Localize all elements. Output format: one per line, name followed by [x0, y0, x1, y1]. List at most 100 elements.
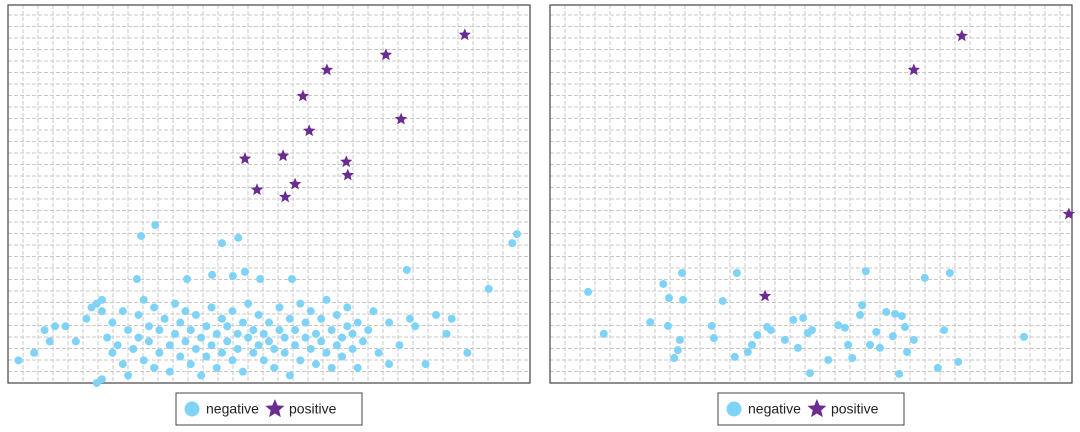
- point: [364, 326, 373, 335]
- point: [840, 323, 849, 332]
- point: [124, 326, 133, 335]
- point: [663, 321, 672, 330]
- point: [732, 269, 741, 278]
- point: [296, 356, 305, 365]
- point: [484, 284, 493, 293]
- point: [45, 337, 54, 346]
- point: [718, 296, 727, 305]
- point: [707, 321, 716, 330]
- point: [244, 299, 253, 308]
- point: [311, 360, 320, 369]
- point: [233, 344, 242, 353]
- point: [748, 340, 757, 349]
- point: [338, 352, 347, 361]
- point: [799, 313, 808, 322]
- point: [238, 367, 247, 376]
- point: [132, 275, 141, 284]
- point: [385, 360, 394, 369]
- star-point: [340, 155, 353, 168]
- point: [673, 346, 682, 355]
- point: [369, 307, 378, 316]
- point: [50, 322, 59, 331]
- point: [945, 269, 954, 278]
- point: [137, 231, 146, 240]
- point: [793, 343, 802, 352]
- point: [134, 333, 143, 342]
- point: [348, 329, 357, 338]
- point: [882, 307, 891, 316]
- star-point: [758, 289, 772, 302]
- point: [275, 303, 284, 312]
- star-point: [379, 48, 393, 61]
- plot-frame: [549, 4, 1073, 384]
- point: [254, 341, 263, 350]
- legend-marker: [807, 399, 827, 418]
- point: [249, 348, 258, 357]
- star-point: [276, 149, 290, 162]
- point: [97, 295, 106, 304]
- point: [118, 307, 127, 316]
- point: [296, 299, 305, 308]
- point: [730, 352, 739, 361]
- point: [108, 348, 117, 357]
- point: [291, 326, 300, 335]
- point: [191, 310, 200, 319]
- star-point: [1062, 207, 1075, 220]
- point: [670, 354, 679, 363]
- point: [207, 341, 216, 350]
- point: [343, 322, 352, 331]
- point: [249, 326, 258, 335]
- point: [165, 341, 174, 350]
- point: [228, 307, 237, 316]
- point: [186, 360, 195, 369]
- point: [287, 275, 296, 284]
- point: [675, 335, 684, 344]
- point: [358, 337, 367, 346]
- point: [97, 375, 106, 384]
- point: [824, 355, 833, 364]
- point: [659, 279, 668, 288]
- legend-label: negative: [206, 401, 259, 417]
- point: [139, 295, 148, 304]
- point: [753, 330, 762, 339]
- point: [865, 340, 874, 349]
- point: [646, 318, 655, 327]
- point: [234, 233, 243, 242]
- point: [202, 322, 211, 331]
- point: [118, 360, 127, 369]
- point: [181, 307, 190, 316]
- point: [909, 335, 918, 344]
- point: [709, 334, 718, 343]
- point: [834, 321, 843, 330]
- point: [463, 348, 472, 357]
- point: [256, 275, 265, 284]
- point: [374, 348, 383, 357]
- point: [291, 341, 300, 350]
- point: [113, 341, 122, 350]
- point: [743, 348, 752, 357]
- point: [134, 310, 143, 319]
- point: [218, 348, 227, 357]
- point: [1019, 332, 1028, 341]
- legend-label: positive: [289, 401, 337, 417]
- point: [789, 315, 798, 324]
- point: [872, 327, 881, 336]
- point: [155, 348, 164, 357]
- point: [895, 369, 904, 378]
- point: [900, 323, 909, 332]
- star-point: [250, 183, 264, 196]
- point: [82, 314, 91, 323]
- point: [270, 363, 279, 372]
- point: [144, 337, 153, 346]
- point: [285, 371, 294, 380]
- point: [808, 326, 817, 335]
- point: [306, 344, 315, 353]
- star-point: [320, 63, 334, 76]
- point: [176, 352, 185, 361]
- point: [218, 239, 227, 248]
- point: [176, 318, 185, 327]
- point: [903, 348, 912, 357]
- point: [402, 265, 411, 274]
